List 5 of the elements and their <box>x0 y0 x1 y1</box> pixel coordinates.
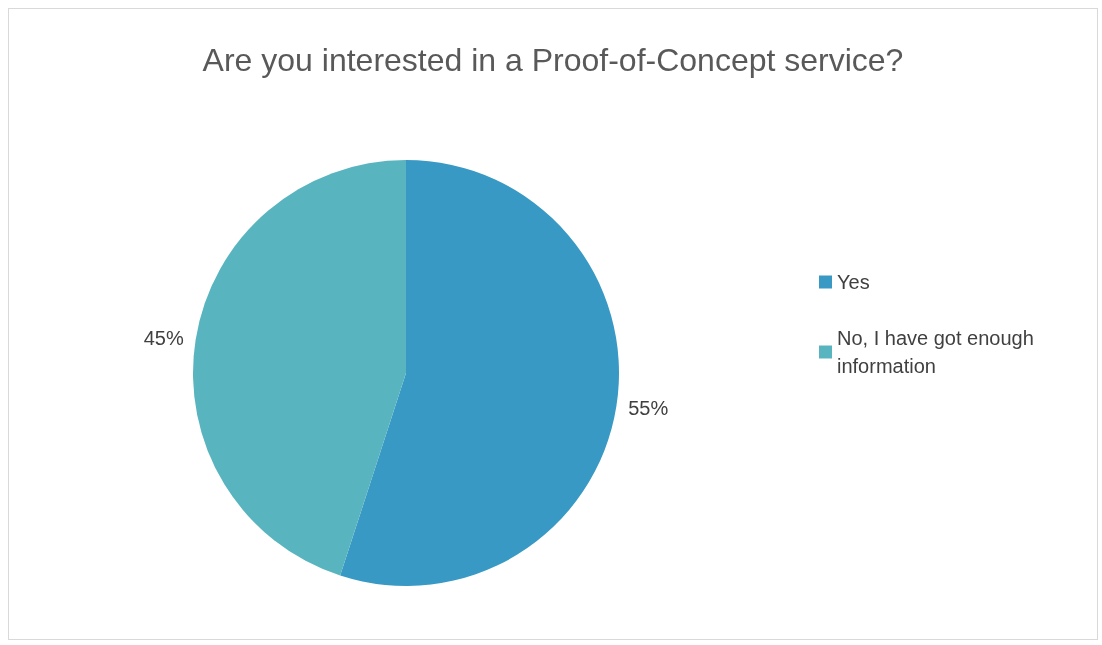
data-label: 45% <box>143 326 184 349</box>
chart-title: Are you interested in a Proof-of-Concept service? <box>202 42 904 78</box>
data-label: 55% <box>628 397 669 420</box>
legend-label: No, I have got enough information <box>837 327 1040 377</box>
legend-label: Yes <box>837 271 870 293</box>
